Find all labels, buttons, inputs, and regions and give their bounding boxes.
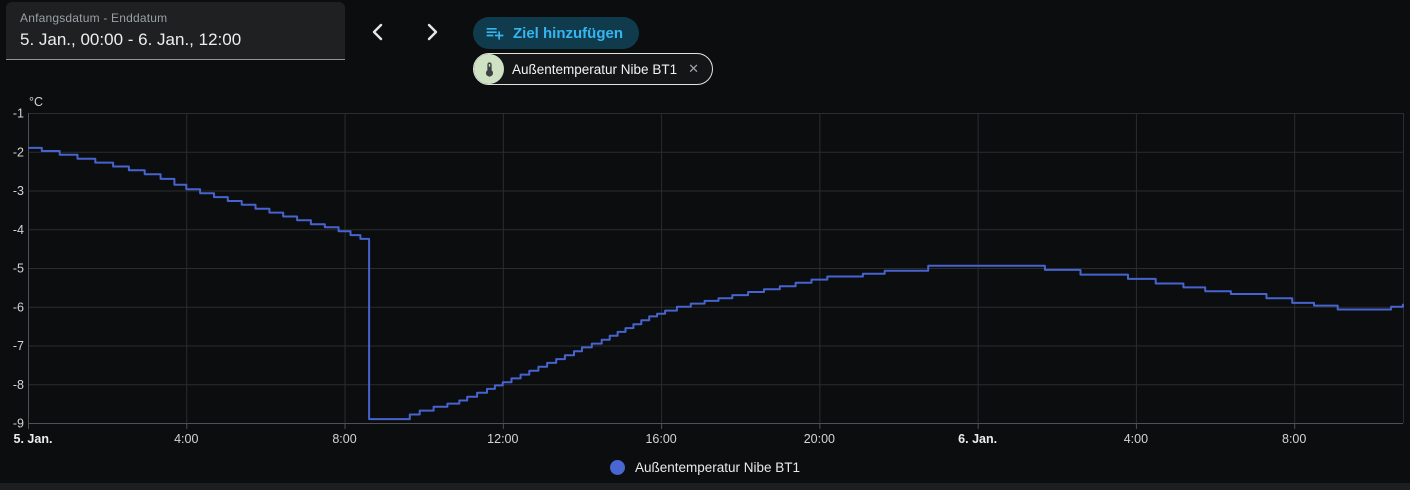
svg-text:-5: -5 — [13, 262, 24, 276]
svg-text:4:00: 4:00 — [1124, 432, 1148, 446]
svg-text:-4: -4 — [13, 223, 24, 237]
svg-text:4:00: 4:00 — [174, 432, 198, 446]
thermometer-icon — [485, 61, 493, 77]
svg-text:6. Jan.: 6. Jan. — [958, 432, 997, 446]
playlist-plus-icon — [486, 28, 504, 40]
date-range-field[interactable]: Anfangsdatum - Enddatum 5. Jan., 00:00 -… — [6, 2, 345, 60]
svg-text:20:00: 20:00 — [804, 432, 835, 446]
svg-text:-9: -9 — [13, 417, 24, 431]
legend-label: Außentemperatur Nibe BT1 — [634, 460, 801, 475]
bottom-edge — [0, 483, 1410, 490]
previous-period-button[interactable] — [358, 13, 396, 51]
svg-text:16:00: 16:00 — [645, 432, 676, 446]
svg-text:5. Jan.: 5. Jan. — [14, 432, 53, 446]
svg-text:-3: -3 — [13, 184, 24, 198]
entity-avatar — [474, 54, 504, 84]
chart-legend: Außentemperatur Nibe BT1 — [0, 456, 1410, 479]
entity-chip-label: Außentemperatur Nibe BT1 — [512, 61, 678, 77]
date-range-label: Anfangsdatum - Enddatum — [20, 11, 168, 25]
chip-close-icon[interactable]: ✕ — [688, 61, 699, 76]
date-range-value: 5. Jan., 00:00 - 6. Jan., 12:00 — [20, 30, 242, 49]
svg-text:-7: -7 — [13, 339, 24, 353]
next-period-button[interactable] — [413, 13, 451, 51]
svg-text:-6: -6 — [13, 300, 24, 314]
svg-text:°C: °C — [29, 95, 43, 109]
chevron-left-icon — [372, 23, 382, 41]
svg-text:12:00: 12:00 — [487, 432, 518, 446]
entity-chip[interactable]: Außentemperatur Nibe BT1 ✕ — [473, 53, 713, 85]
add-target-label: Ziel hinzufügen — [513, 24, 623, 42]
svg-text:8:00: 8:00 — [1282, 432, 1306, 446]
legend-item[interactable]: Außentemperatur Nibe BT1 — [604, 456, 806, 479]
add-target-button[interactable]: Ziel hinzufügen — [473, 17, 639, 49]
legend-color-dot — [609, 460, 625, 475]
svg-text:8:00: 8:00 — [332, 432, 356, 446]
svg-text:-1: -1 — [13, 107, 24, 121]
history-chart[interactable]: -1 -2 -3 -4 -5 -6 -7 -8 -9 °C 5. Jan. 4:00 8:00 12:00… — [0, 0, 1410, 456]
chevron-right-icon — [427, 23, 437, 41]
svg-text:-2: -2 — [13, 145, 24, 159]
svg-text:-8: -8 — [13, 378, 24, 392]
